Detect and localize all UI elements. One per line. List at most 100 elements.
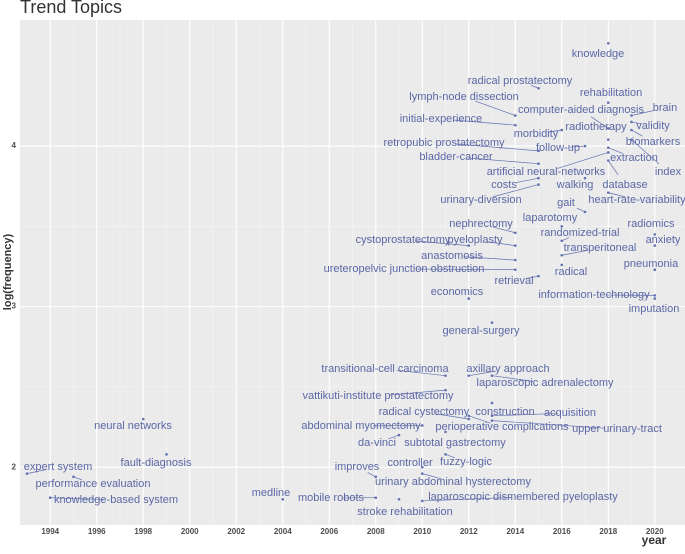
point-label: construction [475,406,534,418]
point [537,162,540,165]
point-label: fuzzy-logic [440,456,492,468]
point-label: costs [491,179,517,191]
point-label: morbidity [514,128,559,140]
point-label: knowledge [572,48,625,60]
point-label: pyeloplasty [447,234,503,246]
x-axis-label: year [642,533,667,547]
point [444,431,447,434]
point-label: axillary approach [466,363,549,375]
point-label: laparotomy [523,212,578,224]
point-label: urinary abdominal hysterectomy [375,476,531,488]
point-label: artificial neural-networks [487,166,606,178]
point-label: laparoscopic adrenalectomy [477,377,614,389]
point-label: imputation [629,303,680,315]
point [607,146,610,149]
point [630,138,633,141]
point [537,87,540,90]
x-tick-label: 2008 [367,527,385,536]
point [491,419,494,422]
point [653,294,656,297]
point-label: upper urinary-tract [572,423,662,435]
point [398,498,401,501]
x-tick-label: 2000 [181,527,199,536]
x-tick-label: 2012 [460,527,478,536]
point [421,472,424,475]
y-tick-label: 2 [12,462,17,471]
x-tick-label: 2006 [320,527,338,536]
point-label: radiotherapy [565,121,627,133]
point-label: improves [335,461,380,473]
point-label: brain [653,102,677,114]
point-label: anxiety [646,234,681,246]
point-label: acquisition [544,407,596,419]
point [514,259,517,262]
point-label: vattikuti-institute prostatectomy [302,390,454,402]
point [537,275,540,278]
point-label: database [602,179,647,191]
point-label: perioperative complications [435,421,569,433]
point-label: walking [556,179,594,191]
point-label: ureteropelvic junction obstruction [324,263,485,275]
point [514,268,517,271]
point-label: laparoscopic dismembered pyeloplasty [428,491,618,503]
point [374,496,377,499]
point [560,129,563,132]
point [607,159,610,162]
point [560,254,563,257]
point [630,129,633,132]
point-label: expert system [24,461,92,473]
point-label: stroke rehabilitation [357,506,452,518]
point-label: retropubic prostatectomy [383,137,505,149]
point [421,500,424,503]
y-axis-label: log(frequency) [2,233,14,310]
point-label: nephrectomy [449,218,513,230]
point-label: retrieval [494,275,533,287]
point-label: rehabilitation [580,87,642,99]
point-label: knowledge-based system [54,494,178,506]
point [165,453,168,456]
point-label: index [655,166,682,178]
x-tick-label: 2010 [413,527,431,536]
point-label: da-vinci [358,437,396,449]
x-tick-label: 2014 [506,527,524,536]
x-tick-label: 1996 [88,527,106,536]
y-tick-label: 4 [12,141,17,150]
x-tick-label: 2016 [553,527,571,536]
point-label: pneumonia [624,258,679,270]
point-label: economics [431,286,484,298]
point [491,415,494,418]
point-label: information-technology [538,289,650,301]
point-label: heart-rate-variability [588,194,685,206]
chart-title: Trend Topics [20,0,122,17]
point [607,42,610,45]
point-label: radical prostatectomy [468,75,573,87]
point-label: controller [387,457,433,469]
x-tick-label: 2018 [599,527,617,536]
point [398,434,401,437]
point-label: lymph-node dissection [409,91,518,103]
point-label: mobile robots [298,492,365,504]
point-label: radical [555,266,587,278]
point-label: gait [557,197,575,209]
point [514,114,517,117]
point [514,244,517,247]
point-label: subtotal gastrectomy [404,437,506,449]
point-label: bladder-cancer [419,151,493,163]
point [537,177,540,180]
point [491,321,494,324]
point-label: anastomosis [421,250,483,262]
point [584,145,587,148]
x-tick-label: 1994 [41,527,59,536]
point [607,151,610,154]
point-label: cystoprostatectomy [356,234,451,246]
point [491,402,494,405]
point [630,114,633,117]
point [467,415,470,418]
point-label: urinary-diversion [440,194,521,206]
x-tick-label: 1998 [134,527,152,536]
point [630,121,633,124]
x-tick-label: 2002 [227,527,245,536]
point [421,424,424,427]
point-label: abdominal myomectomy [301,420,421,432]
